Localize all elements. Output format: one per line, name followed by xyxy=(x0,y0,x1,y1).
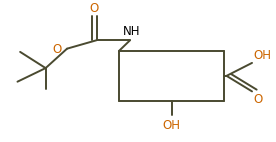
Text: O: O xyxy=(253,93,262,106)
Text: O: O xyxy=(52,43,62,57)
Text: OH: OH xyxy=(253,49,271,62)
Text: NH: NH xyxy=(123,25,140,38)
Text: O: O xyxy=(89,2,99,15)
Text: OH: OH xyxy=(163,119,181,132)
